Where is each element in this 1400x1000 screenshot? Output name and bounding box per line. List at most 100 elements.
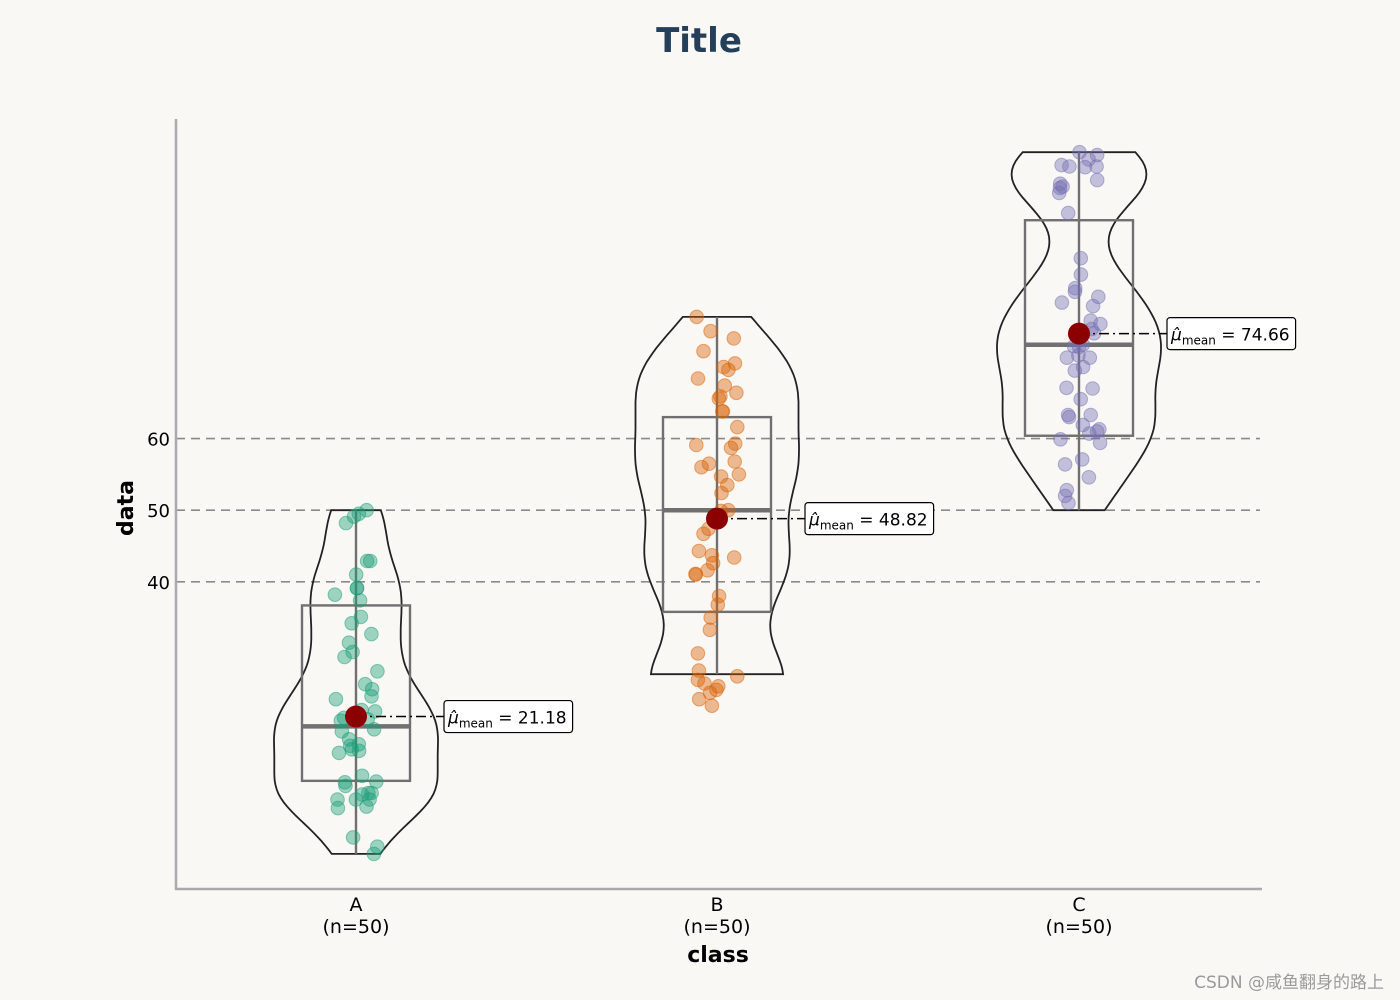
data-point <box>1059 380 1074 396</box>
data-point <box>344 616 360 631</box>
data-point <box>731 467 747 482</box>
x-axis-label: class <box>687 943 749 968</box>
data-point <box>1067 284 1083 300</box>
data-point <box>1067 363 1083 378</box>
data-point <box>1062 159 1077 174</box>
data-point <box>1073 250 1089 266</box>
box <box>1023 219 1135 437</box>
watermark: CSDN @咸鱼翻身的路上 <box>1194 973 1384 993</box>
data-point <box>715 404 730 419</box>
data-point <box>714 485 729 501</box>
data-point <box>334 724 350 739</box>
data-point <box>359 799 374 814</box>
data-point <box>711 391 727 406</box>
chart-title: Title <box>656 21 742 61</box>
data-point <box>710 597 726 613</box>
data-point <box>351 743 367 759</box>
data-point <box>341 635 357 651</box>
plot-area: μ̂mean = 21.18 μ̂mean = 48.82 μ̂mean = 74.… <box>176 144 1297 862</box>
category-count-label: (n=50) <box>684 916 751 938</box>
data-point <box>1059 350 1075 366</box>
data-point <box>362 553 378 569</box>
category-count-label: (n=50) <box>323 916 390 938</box>
data-point <box>352 593 368 608</box>
data-point <box>689 309 705 325</box>
data-point <box>1077 159 1093 175</box>
data-point <box>1089 147 1105 163</box>
y-axis-label: data <box>114 480 139 536</box>
mean-label-box <box>804 502 935 536</box>
data-point <box>367 704 383 719</box>
data-point <box>1074 452 1090 467</box>
mean-marker <box>1068 322 1090 345</box>
data-point <box>730 419 745 435</box>
data-point <box>364 626 379 642</box>
data-point <box>359 553 375 569</box>
category-label: C <box>1072 894 1085 916</box>
data-point <box>338 778 353 794</box>
data-point <box>720 477 735 493</box>
category-label: A <box>350 894 363 916</box>
category-group-b: μ̂mean = 48.82 <box>634 309 935 714</box>
data-point <box>338 515 354 531</box>
data-point <box>359 502 374 518</box>
mean-marker <box>706 507 728 530</box>
mean-marker <box>345 705 367 728</box>
data-point <box>1057 488 1073 504</box>
y-tick-label: 40 <box>147 573 170 594</box>
data-point <box>1061 495 1076 511</box>
data-point <box>689 437 704 453</box>
data-point <box>1089 172 1105 188</box>
data-point <box>370 664 385 679</box>
data-point <box>690 646 706 661</box>
data-point <box>1067 280 1083 296</box>
data-point <box>1059 482 1075 498</box>
data-point <box>713 389 728 404</box>
data-point <box>1073 391 1088 407</box>
category-count-label: (n=50) <box>1046 916 1113 938</box>
data-point <box>1057 457 1073 472</box>
data-point <box>1075 359 1091 375</box>
data-point <box>721 362 736 378</box>
violin <box>996 151 1162 512</box>
data-point <box>345 644 360 660</box>
data-point <box>1053 432 1068 447</box>
data-point <box>727 436 743 451</box>
data-point <box>362 792 377 807</box>
data-point <box>701 456 717 472</box>
data-point <box>730 669 745 684</box>
mean-label: μ̂mean = 74.66 <box>1170 326 1290 348</box>
data-point <box>345 830 361 845</box>
data-point <box>729 385 744 401</box>
data-point <box>717 378 733 393</box>
mean-label: μ̂mean = 21.18 <box>447 709 567 731</box>
data-point <box>1091 289 1106 305</box>
data-point <box>704 698 720 714</box>
data-point <box>366 846 382 862</box>
data-point <box>366 722 382 737</box>
mean-value: 21.18 <box>518 709 567 729</box>
data-point <box>327 587 343 603</box>
data-point <box>348 567 364 582</box>
data-point <box>1092 435 1108 451</box>
y-tick-label: 60 <box>147 430 170 451</box>
data-point <box>691 691 707 707</box>
data-point <box>694 459 709 475</box>
category-group-c: μ̂mean = 74.66 <box>996 144 1297 512</box>
data-point <box>696 526 711 542</box>
data-point <box>1060 205 1076 221</box>
data-point <box>727 454 743 469</box>
data-point <box>702 622 718 638</box>
data-point <box>1081 470 1097 485</box>
data-point <box>1054 295 1070 310</box>
data-point <box>703 323 718 339</box>
data-point <box>1085 381 1100 396</box>
data-point <box>370 839 385 855</box>
data-point <box>696 343 711 359</box>
data-point <box>726 550 742 565</box>
data-point <box>690 672 706 688</box>
data-point <box>690 371 706 386</box>
data-point <box>354 768 370 784</box>
data-point <box>349 580 365 596</box>
